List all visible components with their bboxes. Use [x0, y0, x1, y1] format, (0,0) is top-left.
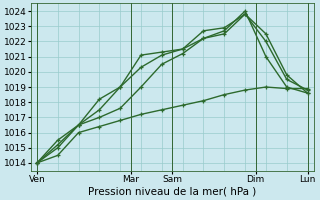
X-axis label: Pression niveau de la mer( hPa ): Pression niveau de la mer( hPa ): [88, 187, 256, 197]
